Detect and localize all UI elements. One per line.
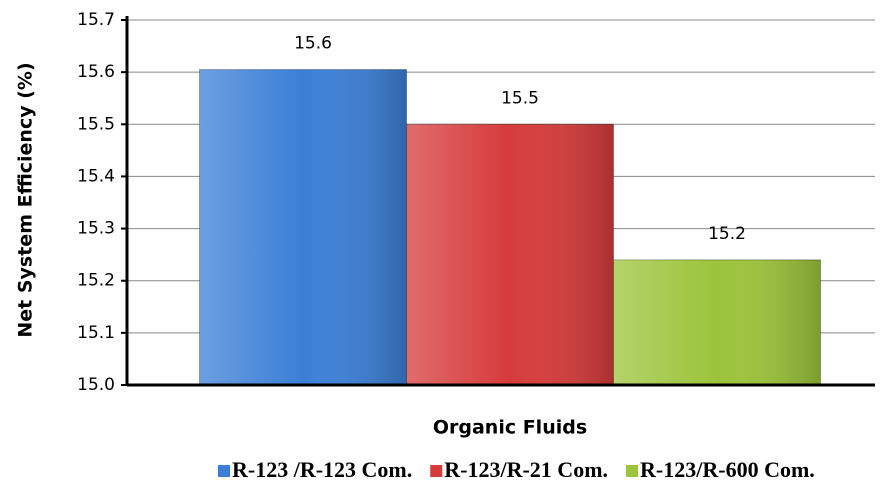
x-axis-title: Organic Fluids bbox=[433, 417, 587, 439]
data-label: 15.6 bbox=[294, 34, 332, 54]
data-label: 15.2 bbox=[708, 224, 746, 244]
y-tick-label: 15.2 bbox=[77, 271, 115, 291]
y-axis-title: Net System Efficiency (%) bbox=[15, 62, 37, 337]
legend-swatch bbox=[218, 465, 230, 477]
legend-swatch bbox=[626, 465, 639, 477]
y-tick-label: 15.1 bbox=[77, 323, 115, 343]
bar-shine bbox=[406, 124, 614, 386]
bar-shine bbox=[613, 259, 821, 385]
y-tick-label: 15.3 bbox=[77, 219, 115, 239]
legend-label: R-123 /R-123 Com. bbox=[232, 457, 412, 482]
y-tick-label: 15.4 bbox=[77, 166, 115, 186]
bar-shine bbox=[199, 69, 407, 386]
data-label: 15.5 bbox=[501, 88, 539, 108]
y-tick-label: 15.6 bbox=[77, 62, 115, 82]
y-tick-label: 15.7 bbox=[77, 10, 115, 30]
y-tick-label: 15.5 bbox=[77, 114, 115, 134]
legend-label: R-123/R-600 Com. bbox=[640, 457, 815, 482]
legend-swatch bbox=[430, 465, 443, 477]
y-tick-label: 15.0 bbox=[77, 375, 115, 395]
legend-label: R-123/R-21 Com. bbox=[444, 457, 608, 482]
